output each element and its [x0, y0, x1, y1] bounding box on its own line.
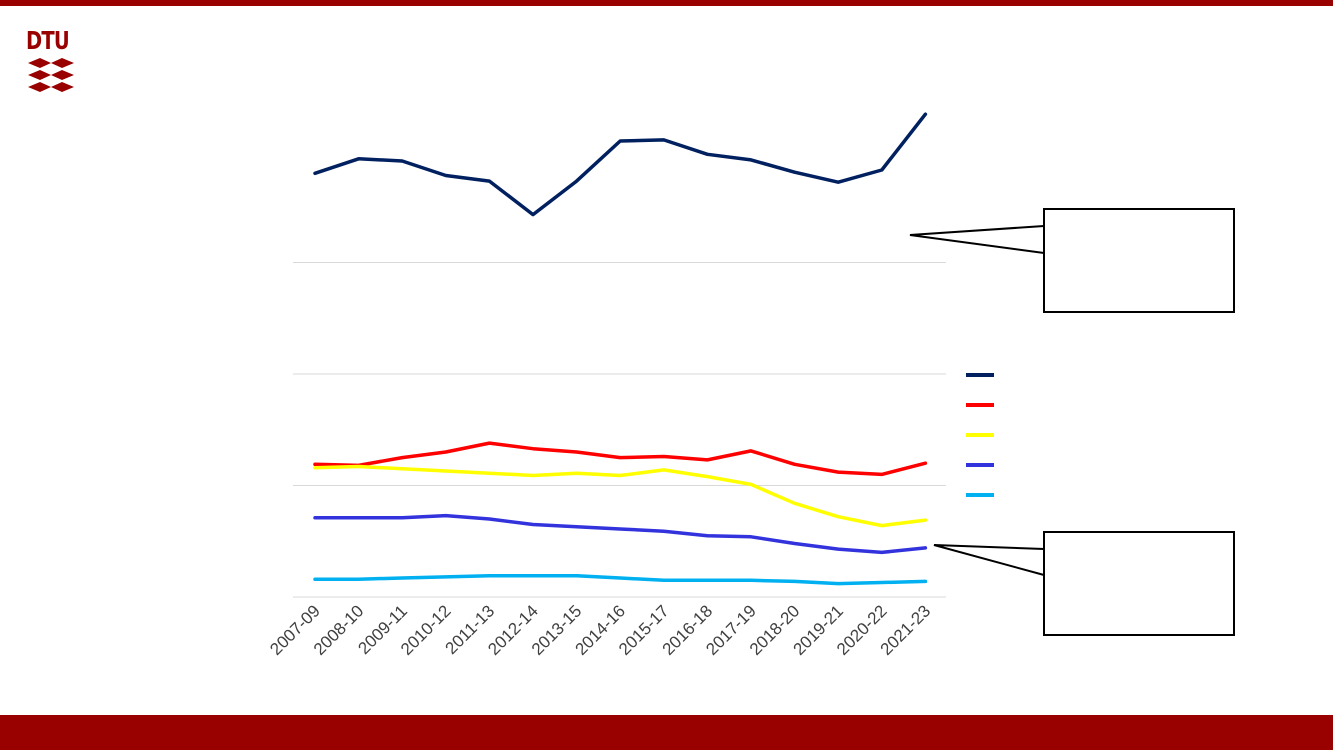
callout-pointer-top: [909, 225, 1045, 254]
callout-box-bottom: [1043, 531, 1235, 636]
logo-text: DTU: [26, 26, 70, 55]
series-line-3: [313, 464, 928, 528]
bottom-brand-bar: [0, 715, 1333, 750]
callout-box-top: [1043, 208, 1235, 313]
line-chart: 2007-092008-102009-112010-122011-132012-…: [266, 112, 1235, 659]
series-line-1: [313, 112, 928, 217]
callout-pointer-bottom: [933, 544, 1045, 576]
top-brand-bar: [0, 0, 1333, 6]
series-line-4: [313, 513, 928, 555]
logo-wave-icon: [28, 58, 74, 92]
series-line-2: [313, 441, 928, 477]
dtu-logo: DTU: [26, 26, 76, 98]
series-line-5: [313, 574, 928, 586]
